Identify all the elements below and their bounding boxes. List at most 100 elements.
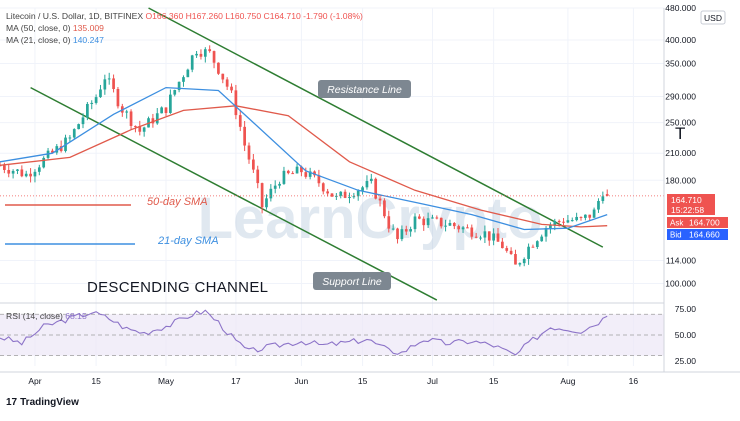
candle-body — [260, 183, 264, 208]
candle-body — [199, 53, 203, 57]
bid-price: 164.660 — [689, 230, 720, 240]
candle-body — [479, 237, 482, 239]
candle-body — [68, 137, 72, 139]
candle-body — [195, 53, 198, 56]
candle-body — [418, 216, 421, 219]
candle-body — [553, 221, 557, 226]
resistance-label: Resistance Line — [327, 84, 402, 96]
candle-body — [383, 200, 386, 217]
candle-body — [562, 221, 565, 223]
candle-body — [356, 190, 360, 197]
legend-rsi-row[interactable]: RSI (14, close) 68.15 — [6, 311, 87, 322]
candle-body — [518, 263, 522, 265]
bid-price-badge — [686, 229, 728, 240]
candle-body — [37, 167, 41, 172]
legend-symbol-row[interactable]: Litecoin / U.S. Dollar, 1D, BITFINEX O16… — [6, 11, 363, 22]
candle-body — [496, 233, 500, 242]
candle-body — [24, 173, 28, 177]
price-tick-label: 290.000 — [665, 92, 696, 102]
candle-body — [203, 49, 207, 57]
candle-body — [273, 185, 277, 189]
ask-price-badge — [686, 217, 728, 228]
candle-body — [605, 194, 609, 196]
last-price-value: 164.710 — [671, 195, 702, 205]
ma50-legend-value: 135.009 — [72, 23, 104, 33]
candle-body — [387, 216, 391, 229]
candle-body — [291, 173, 295, 175]
candle-body — [29, 173, 32, 177]
candle-body — [352, 196, 356, 198]
candle-body — [308, 171, 312, 177]
candle-body — [77, 124, 80, 130]
time-tick-label: 17 — [231, 376, 241, 386]
resistance-label-box — [318, 80, 411, 98]
candle-body — [190, 55, 194, 70]
usd-label: USD — [704, 13, 722, 23]
candle-body — [125, 111, 129, 113]
candle-body — [173, 90, 177, 95]
ma21-legend-label: MA (21, close, 0) — [6, 35, 71, 45]
bar-countdown: 15:22:58 — [671, 205, 704, 215]
candle-body — [501, 241, 504, 249]
moving-averages — [0, 86, 664, 231]
ma21-line — [0, 86, 608, 231]
price-tick-label: 480.000 — [665, 3, 696, 13]
usd-badge[interactable] — [700, 10, 726, 25]
tradingview-footer[interactable]: 17 TradingView — [6, 397, 79, 408]
candle-body — [107, 78, 111, 80]
axes: 480.000 400.000 350.000 290.000 250.000 210.0… — [0, 3, 740, 386]
time-tick-label: May — [158, 376, 175, 386]
candle-body — [566, 220, 570, 223]
candle-body — [300, 166, 303, 173]
candle-body — [348, 197, 351, 199]
time-tick-label: 15 — [91, 376, 101, 386]
candle-body — [169, 94, 172, 113]
ask-price: 164.700 — [689, 218, 720, 228]
support-label: Support Line — [322, 276, 382, 288]
candle-body — [365, 181, 369, 188]
candle-body — [549, 225, 552, 229]
legend-ma21-row[interactable]: MA (21, close, 0) 140.247 — [6, 35, 104, 46]
sma21-label: 21-day SMA — [157, 235, 219, 247]
candle-body — [151, 118, 155, 124]
candle-body — [3, 165, 6, 170]
rsi-pane — [0, 309, 664, 357]
ohlc-values: O166.360 H167.260 L160.750 C164.710 -1.7… — [145, 11, 363, 21]
candle-body — [86, 103, 89, 118]
candle-body — [72, 129, 76, 138]
candle-body — [592, 209, 596, 218]
support-label-box — [313, 272, 391, 290]
last-price-badge — [667, 194, 715, 215]
candle-body — [90, 102, 94, 104]
candle-body — [409, 229, 412, 232]
candle-body — [492, 233, 495, 241]
candle-body — [94, 97, 98, 103]
candle-body — [557, 221, 561, 223]
candle-body — [129, 111, 133, 126]
price-tick-label: 400.000 — [665, 35, 696, 45]
candle-body — [182, 77, 185, 82]
candle-body — [422, 218, 426, 226]
candle-body — [81, 117, 85, 125]
candle-body — [247, 145, 251, 160]
rsi-legend-label: RSI (14, close) — [6, 311, 63, 321]
candle-body — [514, 254, 517, 265]
price-tick-label: 350.000 — [665, 58, 696, 68]
ask-tag — [667, 217, 686, 228]
candle-body — [413, 216, 417, 230]
rsi-line — [0, 309, 608, 356]
legend-ma50-row[interactable]: MA (50, close, 0) 135.009 — [6, 23, 104, 34]
bid-label: Bid — [670, 231, 682, 240]
candle-body — [588, 214, 592, 218]
time-tick-label: Aug — [560, 376, 575, 386]
candle-body — [186, 69, 190, 78]
ma50-line — [0, 105, 608, 228]
candle-body — [544, 228, 548, 237]
sma50-label: 50-day SMA — [147, 196, 208, 208]
candle-body — [452, 223, 456, 227]
candle-body — [435, 217, 439, 219]
candle-body — [522, 258, 526, 264]
candle-body — [16, 169, 19, 171]
